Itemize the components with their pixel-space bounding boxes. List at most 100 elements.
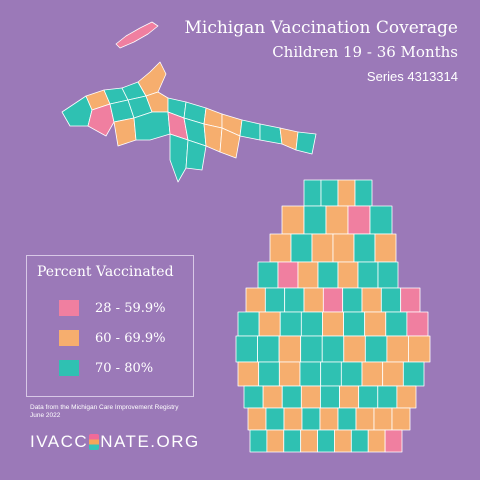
county-lp-11-4 (300, 429, 318, 453)
county-lp-5-1 (245, 287, 266, 313)
legend-item-high: 70 - 80% (59, 360, 153, 376)
county-lp-3-4 (332, 233, 355, 263)
county-lp-7-4 (300, 335, 323, 363)
syringe-icon (89, 434, 100, 450)
legend-label-low: 28 - 59.9% (95, 300, 166, 316)
county-lp-7-3 (278, 335, 302, 363)
county-up-24 (185, 139, 207, 171)
county-lp-11-1 (249, 429, 268, 453)
county-lp-11-8 (367, 429, 386, 453)
legend: Percent Vaccinated 28 - 59.9% 60 - 69.9%… (26, 255, 194, 397)
county-lp-8-5 (320, 361, 342, 387)
county-lp-5-5 (322, 287, 344, 313)
county-lp-8-8 (382, 361, 404, 387)
county-up-22 (203, 123, 223, 153)
county-lp-5-8 (380, 287, 402, 313)
county-lp-3-3 (311, 233, 334, 263)
county-up-14 (239, 119, 261, 141)
county-lp-1-4 (354, 179, 373, 207)
logo-text-suffix: NATE.ORG (100, 432, 200, 451)
county-lp-5-2 (264, 287, 286, 313)
county-lp-8-1 (237, 361, 260, 387)
county-lp-10-9 (391, 407, 411, 431)
county-lp-10-2 (265, 407, 285, 431)
county-up-23 (169, 133, 189, 183)
county-lp-4-7 (377, 261, 399, 289)
county-lp-6-9 (406, 311, 429, 337)
county-lp-1-2 (320, 179, 339, 207)
county-lp-9-1 (243, 385, 264, 409)
county-up-19 (133, 111, 171, 141)
county-lp-5-9 (400, 287, 421, 313)
county-up-15 (259, 123, 283, 145)
county-lp-1-3 (337, 179, 356, 207)
county-lp-2-1 (281, 205, 305, 235)
county-lp-6-3 (279, 311, 302, 337)
map-title: Michigan Vaccination Coverage (184, 18, 458, 38)
county-lp-6-8 (385, 311, 408, 337)
county-lp-6-7 (364, 311, 387, 337)
county-lp-8-9 (402, 361, 425, 387)
data-source-note: Data from the Michigan Care Improvement … (30, 404, 220, 420)
county-up-17 (295, 131, 317, 155)
county-lp-3-6 (374, 233, 397, 263)
legend-label-mid: 60 - 69.9% (95, 330, 166, 346)
legend-swatch-high (59, 360, 79, 376)
county-lp-11-3 (283, 429, 302, 453)
county-lp-7-1 (235, 335, 258, 363)
isle-royale-county (115, 21, 159, 49)
county-lp-4-5 (337, 261, 359, 289)
county-lp-10-5 (319, 407, 339, 431)
logo-text-prefix: IVACC (30, 432, 89, 451)
map-subtitle: Children 19 - 36 Months (272, 43, 458, 61)
lower-peninsula-counties (235, 179, 431, 453)
county-lp-5-7 (361, 287, 382, 313)
county-lp-1-1 (303, 179, 322, 207)
county-lp-11-5 (317, 429, 335, 453)
county-lp-3-5 (353, 233, 376, 263)
county-lp-5-4 (303, 287, 324, 313)
source-date: June 2022 (30, 412, 61, 419)
county-lp-9-6 (339, 385, 360, 409)
series-label: Series 4313314 (366, 69, 458, 84)
county-lp-10-3 (283, 407, 303, 431)
county-lp-10-1 (247, 407, 267, 431)
county-lp-6-4 (300, 311, 323, 337)
county-lp-11-6 (334, 429, 352, 453)
county-lp-4-4 (317, 261, 339, 289)
county-lp-2-5 (369, 205, 393, 235)
upper-peninsula-counties (61, 61, 317, 183)
county-lp-7-8 (386, 335, 409, 363)
county-lp-10-6 (337, 407, 357, 431)
county-lp-8-7 (361, 361, 384, 387)
county-up-25 (219, 127, 241, 159)
source-line: Data from the Michigan Care Improvement … (30, 404, 179, 411)
legend-swatch-low (59, 300, 79, 316)
county-lp-8-2 (258, 361, 280, 387)
county-lp-6-5 (322, 311, 344, 337)
county-lp-9-2 (262, 385, 283, 409)
ivaccinate-logo[interactable]: IVACC NATE.ORG (30, 432, 200, 452)
county-lp-3-1 (269, 233, 292, 263)
county-up-18 (113, 117, 137, 147)
county-lp-3-2 (290, 233, 313, 263)
county-lp-6-6 (343, 311, 366, 337)
county-lp-10-8 (373, 407, 393, 431)
county-lp-4-2 (277, 261, 299, 289)
county-lp-7-2 (257, 335, 280, 363)
county-lp-4-3 (297, 261, 319, 289)
county-lp-11-2 (266, 429, 285, 453)
title-block: Michigan Vaccination Coverage Children 1… (184, 16, 458, 88)
county-lp-7-9 (408, 335, 431, 363)
county-up-16 (279, 127, 299, 151)
county-lp-6-1 (237, 311, 260, 337)
county-lp-5-3 (284, 287, 305, 313)
county-lp-7-6 (343, 335, 366, 363)
county-lp-2-4 (347, 205, 371, 235)
county-lp-2-3 (325, 205, 349, 235)
county-lp-9-9 (396, 385, 417, 409)
county-lp-8-4 (299, 361, 322, 387)
legend-item-low: 28 - 59.9% (59, 300, 166, 316)
county-lp-10-4 (301, 407, 321, 431)
